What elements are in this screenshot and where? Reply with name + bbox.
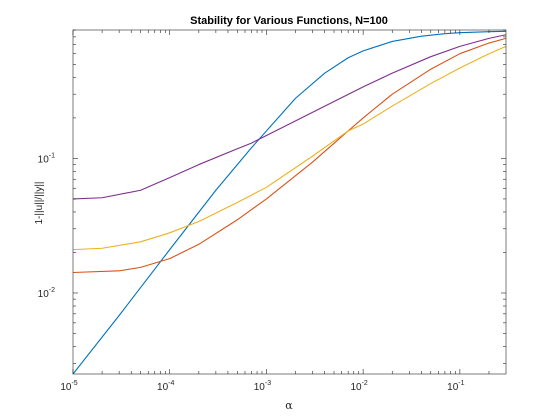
x-tick-label: 10-3 — [254, 380, 271, 393]
x-axis-label: α — [285, 399, 293, 412]
y-tick-label: 10-1 — [38, 152, 55, 165]
series-line-3 — [73, 45, 506, 251]
x-tick-label: 10-2 — [350, 380, 367, 393]
plot-area: 10-5 10-4 10-3 10-2 10-1 10-2 10-1 — [38, 29, 507, 393]
series-line-2 — [73, 37, 506, 274]
x-tick-label: 10-5 — [60, 380, 77, 393]
y-tick-label: 10-2 — [38, 287, 55, 300]
axes-box — [72, 29, 507, 375]
chart-title: Stability for Various Functions, N=100 — [190, 15, 388, 27]
x-tick-label: 10-4 — [157, 380, 174, 393]
x-tick-label: 10-1 — [447, 380, 464, 393]
series-line-4 — [73, 34, 506, 200]
y-axis-label: 1-||u||/||y|| — [34, 181, 45, 224]
series-line-1 — [73, 30, 506, 374]
